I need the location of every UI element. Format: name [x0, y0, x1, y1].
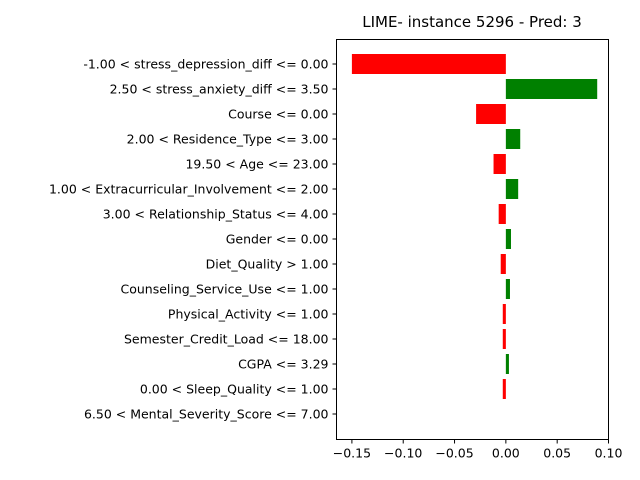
bar-2: [476, 104, 506, 124]
bar-10: [502, 304, 506, 324]
bars-group: [351, 54, 598, 399]
bar-12: [505, 354, 509, 374]
y-tick-label-14: 6.50 < Mental_Severity_Score <= 7.00: [84, 407, 329, 422]
bar-4: [493, 154, 506, 174]
x-tick-label-0: −0.15: [333, 446, 371, 461]
y-tick-label-13: 0.00 < Sleep_Quality <= 1.00: [140, 382, 329, 397]
x-tick-label-3: 0.00: [492, 446, 520, 461]
y-tick-label-11: Semester_Credit_Load <= 18.00: [124, 332, 329, 347]
bar-7: [505, 229, 511, 249]
x-tick-label-4: 0.05: [543, 446, 571, 461]
y-tick-label-10: Physical_Activity <= 1.00: [168, 307, 329, 322]
bar-11: [502, 329, 506, 349]
y-tick-label-1: 2.50 < stress_anxiety_diff <= 3.50: [110, 82, 329, 97]
x-axis-ticks: −0.15 −0.10 −0.05 0.00 0.05 0.10: [333, 439, 623, 461]
bar-9: [505, 279, 510, 299]
y-tick-label-7: Gender <= 0.00: [226, 232, 329, 247]
y-axis-ticks: -1.00 < stress_depression_diff <= 0.00 2.…: [49, 57, 337, 422]
y-tick-label-4: 19.50 < Age <= 23.00: [185, 157, 328, 172]
bar-0: [351, 54, 506, 74]
x-tick-label-2: −0.05: [435, 446, 473, 461]
bar-13: [502, 379, 506, 399]
y-tick-label-2: Course <= 0.00: [228, 107, 328, 122]
x-tick-label-5: 0.10: [595, 446, 623, 461]
bar-8: [500, 254, 506, 274]
y-tick-label-12: CGPA <= 3.29: [238, 357, 328, 372]
x-tick-label-1: −0.10: [384, 446, 422, 461]
y-tick-label-6: 3.00 < Relationship_Status <= 4.00: [103, 207, 329, 222]
y-tick-label-3: 2.00 < Residence_Type <= 3.00: [127, 132, 329, 147]
y-tick-label-5: 1.00 < Extracurricular_Involvement <= 2.…: [49, 182, 329, 197]
plot-frame: [336, 39, 609, 440]
y-tick-label-8: Diet_Quality > 1.00: [206, 257, 329, 272]
y-tick-label-0: -1.00 < stress_depression_diff <= 0.00: [83, 57, 328, 72]
bar-1: [505, 79, 598, 99]
bar-6: [498, 204, 506, 224]
chart-title: LIME- instance 5296 - Pred: 3: [362, 13, 582, 31]
bar-5: [505, 179, 519, 199]
bar-3: [505, 129, 521, 149]
y-tick-label-9: Counseling_Service_Use <= 1.00: [120, 282, 328, 297]
